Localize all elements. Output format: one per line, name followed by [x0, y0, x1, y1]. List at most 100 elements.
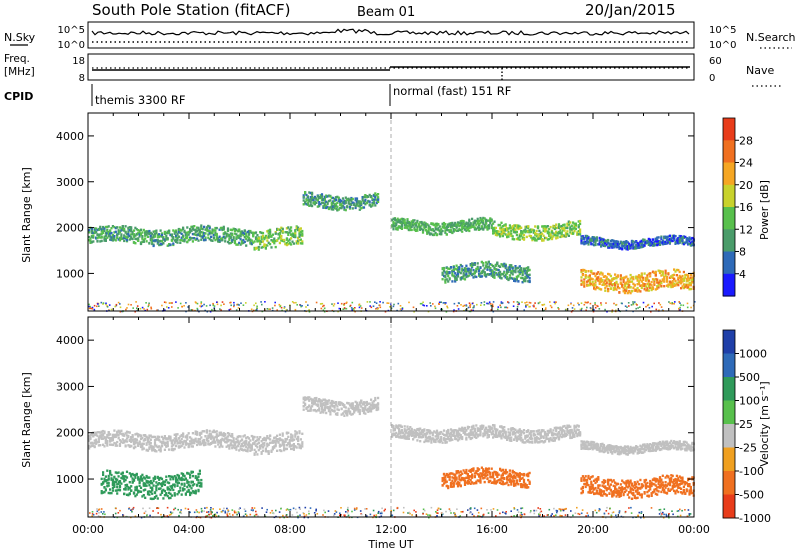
- echo-pixel: [326, 400, 329, 404]
- echo-pixel: [242, 449, 245, 452]
- echo-pixel: [557, 225, 561, 228]
- echo-pixel: [454, 276, 457, 280]
- noise-pixel: [93, 308, 96, 311]
- echo-pixel: [313, 400, 316, 404]
- echo-pixel: [173, 440, 176, 444]
- echo-pixel: [594, 239, 597, 242]
- echo-pixel: [210, 435, 213, 438]
- noise-pixel: [432, 303, 434, 305]
- echo-pixel: [639, 242, 642, 245]
- echo-pixel: [207, 439, 210, 442]
- echo-pixel: [252, 436, 255, 440]
- echo-pixel: [500, 228, 503, 231]
- echo-pixel: [320, 406, 324, 409]
- echo-pixel: [323, 398, 326, 401]
- echo-pixel: [273, 239, 276, 242]
- echo-pixel: [240, 242, 244, 245]
- echo-pixel: [336, 209, 339, 212]
- echo-pixel: [104, 237, 107, 241]
- echo-pixel: [409, 221, 412, 225]
- echo-pixel: [238, 442, 241, 445]
- noise-pixel: [538, 515, 540, 517]
- noise-pixel: [211, 511, 213, 513]
- noise-pixel: [266, 508, 268, 511]
- echo-pixel: [88, 439, 91, 442]
- echo-pixel: [201, 235, 204, 239]
- noise-pixel: [499, 304, 501, 307]
- echo-pixel: [559, 229, 562, 232]
- noise-pixel: [434, 305, 436, 308]
- noise-pixel: [676, 510, 679, 512]
- echo-pixel: [89, 436, 92, 439]
- echo-pixel: [207, 233, 210, 236]
- echo-pixel: [633, 247, 636, 250]
- echo-pixel: [183, 240, 186, 243]
- echo-pixel: [322, 198, 325, 202]
- echo-pixel: [263, 244, 266, 248]
- noise-pixel: [621, 302, 623, 305]
- noise-pixel: [278, 303, 281, 306]
- echo-pixel: [685, 286, 688, 289]
- echo-pixel: [461, 219, 464, 223]
- echo-pixel: [539, 235, 542, 238]
- echo-pixel: [127, 233, 130, 236]
- echo-pixel: [290, 439, 293, 442]
- noise-pixel: [435, 511, 437, 513]
- echo-pixel: [165, 441, 168, 445]
- echo-pixel: [153, 230, 157, 233]
- noise-pixel: [632, 302, 634, 305]
- echo-pixel: [184, 443, 187, 446]
- echo-pixel: [121, 441, 124, 444]
- echo-pixel: [221, 445, 224, 448]
- echo-pixel: [224, 432, 227, 436]
- echo-pixel: [543, 236, 547, 240]
- echo-pixel: [218, 235, 221, 238]
- echo-pixel: [270, 441, 273, 444]
- noise-pixel: [339, 512, 341, 515]
- echo-pixel: [508, 226, 511, 230]
- echo-pixel: [496, 231, 499, 235]
- noise-pixel: [161, 304, 163, 307]
- echo-pixel: [584, 270, 587, 274]
- echo-pixel: [580, 283, 583, 286]
- echo-pixel: [173, 232, 176, 235]
- echo-pixel: [344, 199, 347, 203]
- echo-pixel: [400, 222, 403, 226]
- noise-pixel: [653, 302, 655, 305]
- echo-pixel: [278, 433, 281, 436]
- echo-pixel: [403, 223, 406, 227]
- echo-pixel: [689, 281, 692, 285]
- echo-pixel: [110, 227, 113, 230]
- echo-pixel: [406, 225, 409, 228]
- echo-pixel: [357, 204, 360, 207]
- echo-pixel: [288, 231, 291, 234]
- echo-pixel: [172, 439, 175, 442]
- echo-pixel: [455, 268, 458, 271]
- echo-pixel: [499, 224, 502, 227]
- noise-pixel: [104, 513, 106, 516]
- echo-pixel: [605, 278, 608, 281]
- echo-pixel: [222, 225, 225, 229]
- noise-pixel: [238, 512, 240, 515]
- noise-pixel: [554, 302, 556, 305]
- echo-pixel: [678, 274, 681, 278]
- echo-pixel: [320, 405, 324, 408]
- echo-pixel: [441, 273, 444, 276]
- echo-pixel: [517, 236, 520, 240]
- echo-pixel: [520, 234, 523, 237]
- echo-pixel: [501, 264, 504, 268]
- echo-pixel: [104, 438, 107, 442]
- echo-pixel: [506, 228, 509, 231]
- echo-pixel: [278, 443, 281, 446]
- noise-pixel: [88, 307, 91, 310]
- noise-pixel: [549, 301, 551, 303]
- noise-pixel: [102, 302, 105, 304]
- echo-pixel: [661, 273, 664, 276]
- echo-pixel: [604, 289, 607, 292]
- echo-pixel: [673, 277, 676, 281]
- noise-pixel: [587, 514, 589, 517]
- echo-pixel: [263, 237, 266, 241]
- echo-pixel: [461, 268, 464, 271]
- noise-pixel: [315, 301, 318, 304]
- echo-pixel: [131, 435, 134, 439]
